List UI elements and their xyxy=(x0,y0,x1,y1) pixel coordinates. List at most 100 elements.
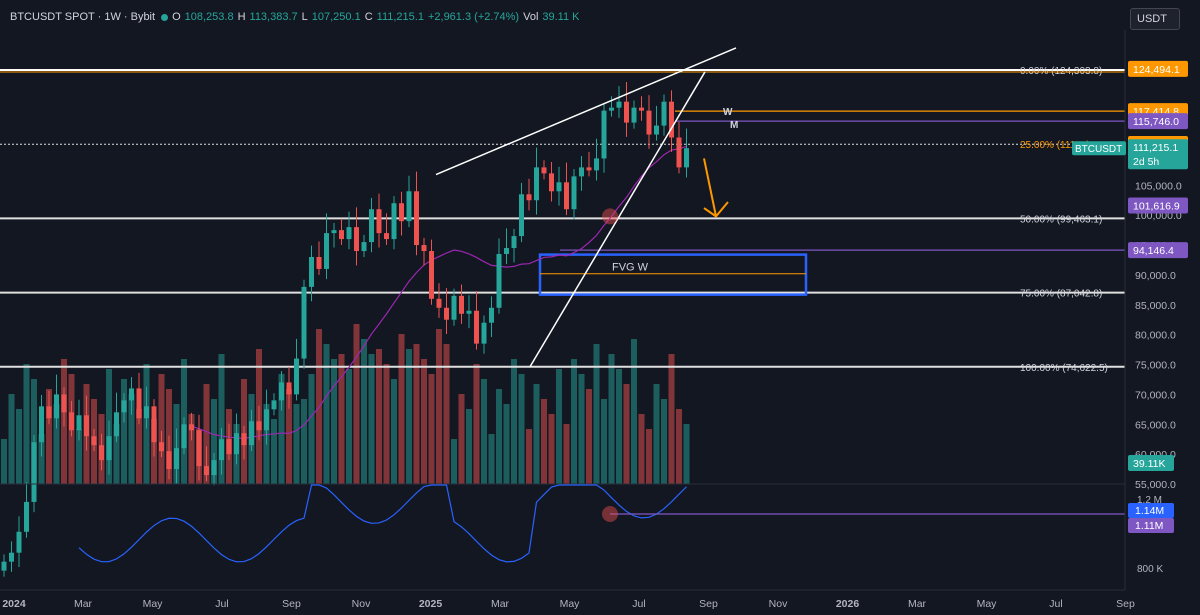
fib-label: 50.00% (99,463.1) xyxy=(1020,214,1102,225)
volume-bar xyxy=(376,349,382,484)
upper-trendline xyxy=(435,47,737,176)
symbol-header: BTCUSDT SPOT · 1W · Bybit O 108,253.8 H 11… xyxy=(0,6,580,28)
candle-body xyxy=(346,227,352,240)
fib-label: 75.00% (87,042.8) xyxy=(1020,289,1102,300)
ma-line xyxy=(191,145,687,439)
candle-body xyxy=(241,433,247,446)
last-price-bg xyxy=(1128,139,1188,170)
candle-body xyxy=(331,230,337,234)
lower-trendline xyxy=(529,71,706,368)
volume-bar xyxy=(353,324,360,484)
candle-body xyxy=(669,101,674,138)
volume-bar xyxy=(31,379,37,484)
price-badge: 94,146.4 xyxy=(1128,242,1188,259)
volume-bar xyxy=(571,359,577,484)
volume-bar xyxy=(113,424,120,484)
candle-body xyxy=(39,406,44,443)
candle-body xyxy=(24,501,29,532)
candle-body xyxy=(279,382,284,401)
time-tick-label: May xyxy=(143,598,164,610)
candle-body xyxy=(249,421,254,446)
volume-bar xyxy=(421,359,427,484)
time-tick-label: Sep xyxy=(1116,598,1135,610)
candle-body xyxy=(624,101,629,123)
candle-body xyxy=(676,137,682,168)
price-tick-label: 85,000.0 xyxy=(1135,300,1176,312)
annotation-w: W xyxy=(723,107,733,118)
candle-body xyxy=(166,451,172,470)
volume-bar xyxy=(586,389,592,484)
low-value: 107,250.1 xyxy=(311,11,361,23)
candlesticks xyxy=(1,81,689,577)
projection-arrow xyxy=(703,158,729,218)
volume-badge-label: 39.11K xyxy=(1133,458,1166,470)
candle-body xyxy=(369,209,374,243)
candle-body xyxy=(286,382,292,395)
time-tick-label: 2025 xyxy=(419,598,443,610)
candle-body xyxy=(601,110,607,159)
volume-bar xyxy=(346,369,352,484)
candle-body xyxy=(549,173,554,192)
candle-body xyxy=(211,460,217,476)
volume-value: 39.11 K xyxy=(542,11,580,23)
symbol-title[interactable]: BTCUSDT SPOT · 1W · Bybit xyxy=(10,11,156,23)
highlight-circle xyxy=(602,208,618,225)
volume-bar xyxy=(466,409,472,484)
price-tick-label: 75,000.0 xyxy=(1135,360,1176,372)
volume-bar xyxy=(451,439,457,484)
volume-bar xyxy=(668,354,675,484)
indicator-badge-bg xyxy=(1128,518,1174,533)
volume-badge: 39.11K xyxy=(1128,455,1174,471)
volume-bar xyxy=(511,359,517,484)
volume-bar xyxy=(556,369,562,484)
candle-body xyxy=(474,310,479,344)
volume-bar xyxy=(458,394,465,484)
volume-bar xyxy=(638,414,645,484)
volume-bar xyxy=(488,434,495,484)
candle-body xyxy=(511,236,517,249)
volume-bar xyxy=(398,334,405,484)
volume-bar xyxy=(53,404,60,484)
volume-bar xyxy=(496,389,502,484)
volume-bar xyxy=(46,389,52,484)
price-badge-label: 124,494.1 xyxy=(1133,64,1180,76)
candle-body xyxy=(526,194,532,201)
price-badge-label: 94,146.4 xyxy=(1133,245,1174,257)
candle-body xyxy=(309,257,314,287)
volume-bar xyxy=(646,429,652,484)
indicator-badge-bg xyxy=(1128,503,1174,518)
volume-bar xyxy=(563,424,570,484)
candle-body xyxy=(91,436,97,446)
candle-body xyxy=(376,209,382,234)
time-tick-label: May xyxy=(560,598,581,610)
candle-body xyxy=(354,227,359,252)
candle-body xyxy=(609,107,614,111)
time-tick-label: Mar xyxy=(74,598,93,610)
volume-badge-bg xyxy=(1128,455,1174,471)
candle-body xyxy=(451,295,457,320)
volume-bar xyxy=(211,399,217,484)
candle-body xyxy=(121,400,127,413)
volume-bar xyxy=(8,394,15,484)
volume-bar xyxy=(481,379,487,484)
currency-button[interactable]: USDT xyxy=(1130,8,1180,30)
volume-bar xyxy=(383,364,390,484)
candle-body xyxy=(459,295,464,314)
last-price-badge: BTCUSDT 111,215.1 2d 5h xyxy=(1072,139,1188,170)
price-tick-label: 80,000.0 xyxy=(1135,330,1176,342)
volume-bar xyxy=(518,374,525,484)
time-tick-label: Nov xyxy=(769,598,788,610)
volume-bar xyxy=(188,414,195,484)
candle-body xyxy=(564,182,569,210)
annotation-m: M xyxy=(730,120,738,131)
candle-body xyxy=(646,110,652,135)
price-tick-label: 90,000.0 xyxy=(1135,270,1176,282)
candle-body xyxy=(324,233,329,269)
candle-body xyxy=(31,442,37,502)
volume-bar xyxy=(526,429,532,484)
candle-body xyxy=(106,436,112,461)
candle-body xyxy=(196,430,202,467)
candle-body xyxy=(61,394,67,413)
candle-body xyxy=(76,415,82,431)
